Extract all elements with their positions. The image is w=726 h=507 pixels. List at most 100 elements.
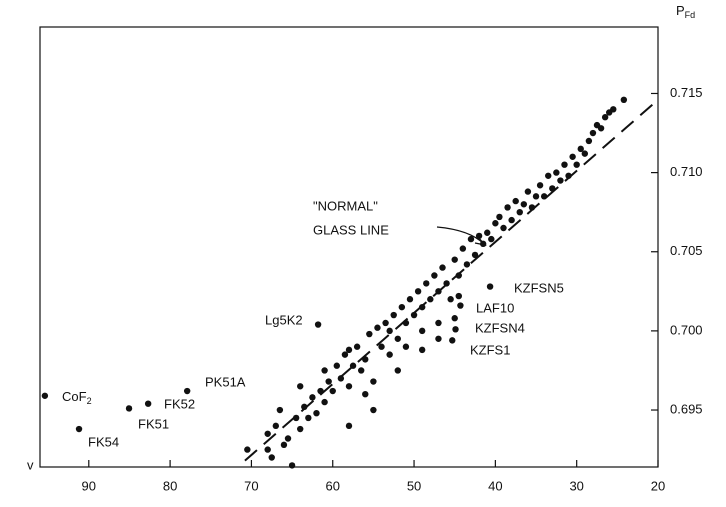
point <box>313 409 320 417</box>
point <box>475 232 483 240</box>
point <box>41 392 49 399</box>
point <box>524 188 532 195</box>
point <box>443 280 450 287</box>
point <box>418 303 426 311</box>
point <box>585 137 593 145</box>
y-axis-label-sub: Fd <box>685 10 696 20</box>
point <box>569 153 576 160</box>
x-tick-label: 70 <box>244 478 258 493</box>
point <box>394 335 401 342</box>
point <box>435 288 442 295</box>
point <box>321 367 328 374</box>
point <box>561 161 568 168</box>
point <box>528 204 536 211</box>
point <box>457 302 464 309</box>
point <box>398 303 406 311</box>
point <box>451 256 458 263</box>
point <box>345 383 353 390</box>
point <box>325 378 332 385</box>
annotation: FK51 <box>138 416 169 431</box>
point <box>418 327 426 335</box>
annotation: PK51A <box>205 374 246 389</box>
point <box>297 425 304 433</box>
point <box>272 422 280 430</box>
point <box>500 224 507 232</box>
y-axis-label-main: P <box>676 3 685 18</box>
point <box>496 213 503 221</box>
point <box>486 283 494 290</box>
annotation: LAF10 <box>476 300 514 315</box>
point <box>492 220 499 227</box>
annotation: KZFS1 <box>470 342 510 357</box>
point <box>484 229 491 236</box>
point <box>386 327 393 335</box>
point <box>545 172 552 179</box>
plot-frame <box>39 26 659 468</box>
point <box>418 346 426 354</box>
point <box>244 446 251 453</box>
point <box>183 387 191 395</box>
point <box>297 383 304 390</box>
point <box>540 193 548 200</box>
point <box>620 96 628 104</box>
point <box>459 245 467 252</box>
annotation: Lg5K2 <box>265 312 303 327</box>
point <box>353 343 361 350</box>
point <box>414 288 422 295</box>
point <box>479 240 487 248</box>
point <box>423 280 430 287</box>
point <box>357 367 365 374</box>
point <box>125 405 133 412</box>
point <box>549 185 556 192</box>
point <box>573 161 580 168</box>
point <box>601 114 609 121</box>
point <box>597 125 605 132</box>
x-tick-label: 80 <box>163 478 177 493</box>
point <box>288 462 296 469</box>
point <box>451 315 458 322</box>
annotation: KZFSN4 <box>475 320 525 335</box>
point <box>268 454 275 461</box>
point <box>333 362 341 369</box>
point <box>305 414 312 422</box>
point <box>520 201 528 208</box>
point <box>370 378 377 385</box>
point <box>309 394 316 401</box>
point <box>374 324 381 331</box>
point <box>431 272 438 279</box>
point <box>589 129 597 137</box>
point <box>366 330 373 338</box>
annotation: CoF2 <box>62 389 92 406</box>
point <box>455 272 462 279</box>
x-tick-label: 20 <box>651 478 665 493</box>
x-tick-label: 30 <box>569 478 583 493</box>
point <box>471 251 479 259</box>
annotation-sub: 2 <box>87 396 92 406</box>
annotation: GLASS LINE <box>313 222 389 237</box>
x-tick-label: 50 <box>407 478 421 493</box>
point <box>394 367 401 374</box>
y-axis-label: PFd <box>676 3 695 20</box>
y-tick-label: 0.695 <box>670 401 703 416</box>
point <box>370 406 377 414</box>
annotation: FK52 <box>164 396 195 411</box>
x-tick-label: 90 <box>82 478 96 493</box>
point <box>512 197 519 205</box>
point <box>390 311 397 319</box>
y-tick-label: 0.705 <box>670 243 703 258</box>
y-tick-label: 0.715 <box>670 85 703 100</box>
point <box>427 296 434 303</box>
point <box>504 204 511 211</box>
point <box>488 235 495 243</box>
point <box>362 356 369 363</box>
point <box>532 193 540 200</box>
point <box>553 169 560 176</box>
point <box>276 406 284 414</box>
point <box>463 261 471 268</box>
point <box>447 296 454 303</box>
point <box>455 292 462 300</box>
point <box>264 430 271 437</box>
point <box>516 208 523 216</box>
point <box>406 296 414 303</box>
